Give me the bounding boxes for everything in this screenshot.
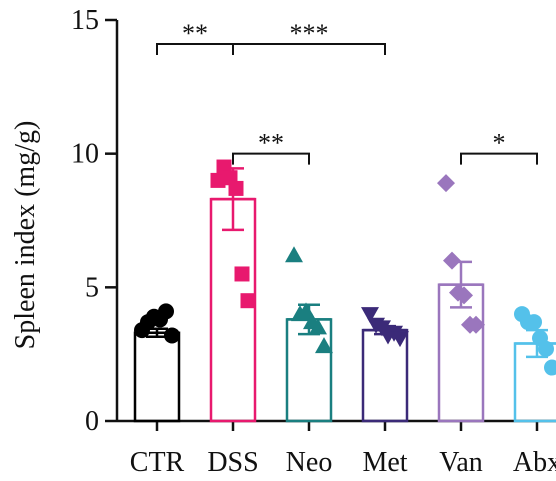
- bar: [133, 331, 181, 423]
- x-tick-label: Van: [439, 447, 483, 478]
- y-axis-label: Spleen index (mg/g): [10, 121, 41, 350]
- y-tick-label: 15: [71, 5, 99, 36]
- data-point: [437, 174, 455, 193]
- data-point: [158, 303, 174, 320]
- y-tick-label: 10: [71, 139, 99, 170]
- data-point: [228, 180, 244, 196]
- significance-bracket: [460, 152, 538, 165]
- axes: 0 5 10 15 CTR DSS Neo Met Van Abx: [71, 5, 556, 478]
- data-point: [240, 293, 256, 309]
- data-point: [455, 286, 473, 305]
- y-tick-label: 5: [85, 272, 99, 303]
- x-tick-label: CTR: [130, 447, 185, 478]
- y-tick-label: 0: [85, 406, 99, 437]
- data-point: [164, 327, 180, 344]
- x-tick-label: Met: [362, 447, 407, 478]
- significance-bracket: [232, 152, 310, 165]
- x-tick-label: DSS: [207, 447, 258, 478]
- data-point: [538, 340, 554, 357]
- data-point: [391, 331, 409, 348]
- data-points: [134, 159, 556, 376]
- data-point: [210, 172, 226, 188]
- data-point: [234, 266, 250, 282]
- data-point: [467, 315, 485, 334]
- significance-label: ***: [290, 19, 329, 48]
- bars: [133, 197, 556, 423]
- data-point: [526, 314, 542, 331]
- data-point: [309, 318, 327, 335]
- data-point: [315, 337, 333, 354]
- bar: [209, 197, 257, 423]
- significance-label: **: [258, 129, 284, 158]
- significance-brackets: ** ***** *: [156, 19, 538, 165]
- significance-bracket: [232, 43, 386, 56]
- data-point: [285, 246, 303, 263]
- x-tick-label: Abx: [513, 447, 556, 478]
- data-point: [297, 302, 315, 319]
- data-point: [361, 307, 379, 324]
- error-bars: [135, 167, 556, 359]
- significance-label: **: [182, 19, 208, 48]
- x-tick-label: Neo: [286, 447, 333, 478]
- data-point: [544, 359, 556, 376]
- data-point: [373, 320, 391, 337]
- significance-label: *: [493, 129, 506, 158]
- data-point: [443, 251, 461, 270]
